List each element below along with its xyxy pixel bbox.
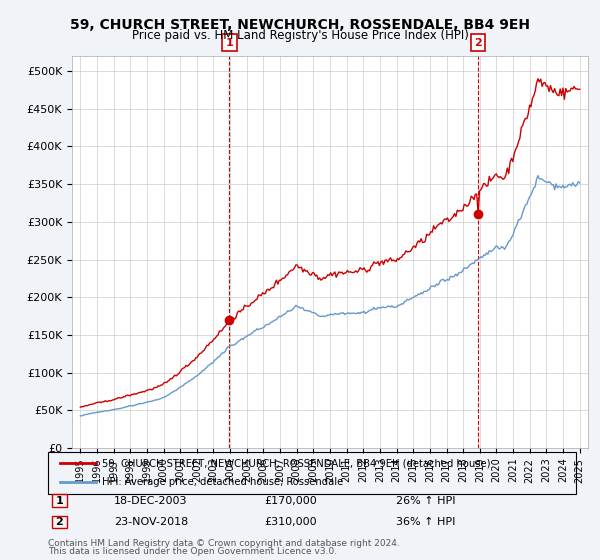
Text: £310,000: £310,000 <box>264 517 317 527</box>
Text: 18-DEC-2003: 18-DEC-2003 <box>114 496 187 506</box>
Text: 1: 1 <box>226 38 233 48</box>
Text: Price paid vs. HM Land Registry's House Price Index (HPI): Price paid vs. HM Land Registry's House … <box>131 29 469 42</box>
Text: 2: 2 <box>56 517 63 527</box>
Text: HPI: Average price, detached house, Rossendale: HPI: Average price, detached house, Ross… <box>102 477 343 487</box>
Text: This data is licensed under the Open Government Licence v3.0.: This data is licensed under the Open Gov… <box>48 547 337 556</box>
Text: 1: 1 <box>56 496 63 506</box>
Text: 59, CHURCH STREET, NEWCHURCH, ROSSENDALE, BB4 9EH: 59, CHURCH STREET, NEWCHURCH, ROSSENDALE… <box>70 18 530 32</box>
Text: £170,000: £170,000 <box>264 496 317 506</box>
Text: 23-NOV-2018: 23-NOV-2018 <box>114 517 188 527</box>
Text: 36% ↑ HPI: 36% ↑ HPI <box>396 517 455 527</box>
Text: 59, CHURCH STREET, NEWCHURCH, ROSSENDALE, BB4 9EH (detached house): 59, CHURCH STREET, NEWCHURCH, ROSSENDALE… <box>102 458 491 468</box>
Text: 26% ↑ HPI: 26% ↑ HPI <box>396 496 455 506</box>
Text: 2: 2 <box>474 38 482 48</box>
Text: Contains HM Land Registry data © Crown copyright and database right 2024.: Contains HM Land Registry data © Crown c… <box>48 539 400 548</box>
